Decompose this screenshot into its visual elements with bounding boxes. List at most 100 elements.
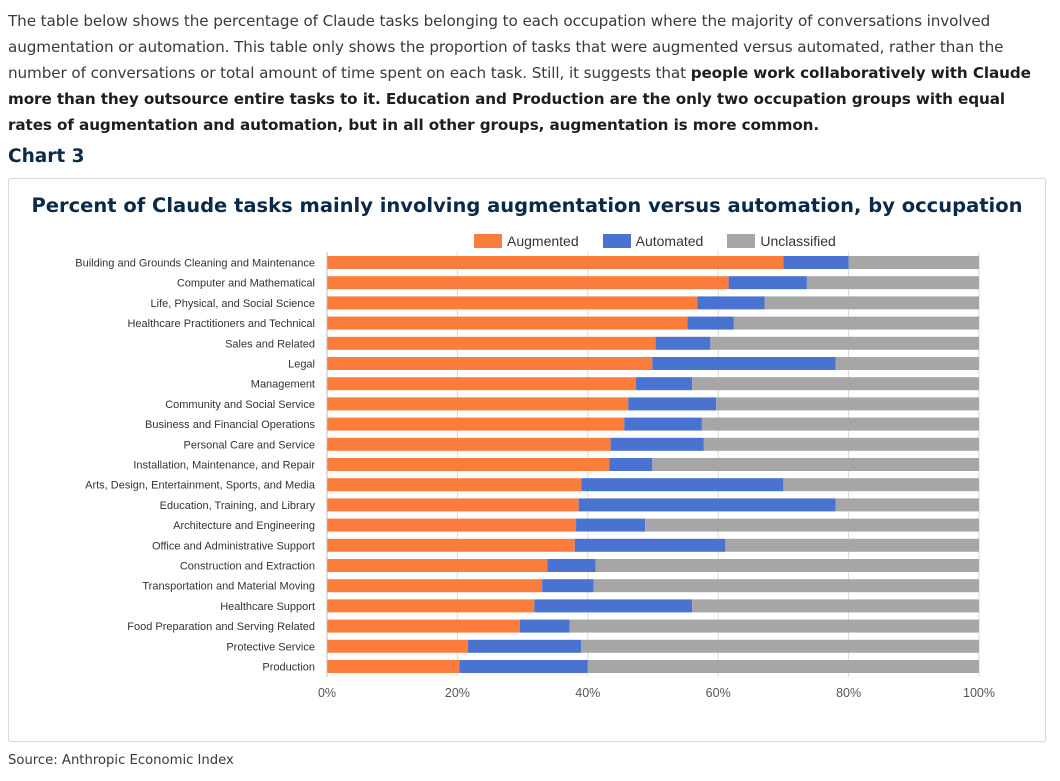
chart-legend: Augmented Automated Unclassified: [474, 233, 860, 249]
bar-unclassified: [645, 518, 979, 532]
bar-augmented: [327, 316, 688, 330]
bar-unclassified: [716, 397, 979, 411]
bar-automated: [578, 498, 836, 512]
bar-automated: [783, 256, 849, 269]
bar-augmented: [327, 559, 548, 572]
category-label: Production: [262, 662, 315, 674]
bar-automated: [652, 357, 836, 370]
bar-automated: [687, 316, 734, 330]
category-label: Protective Service: [226, 641, 315, 653]
legend-label-unclassified: Unclassified: [760, 233, 836, 249]
category-label: Installation, Maintenance, and Repair: [133, 460, 315, 472]
category-label: Education, Training, and Library: [160, 500, 316, 512]
bar-augmented: [327, 498, 579, 512]
bar-unclassified: [835, 498, 979, 512]
bar-augmented: [327, 417, 625, 431]
intro-paragraph: The table below shows the percentage of …: [8, 8, 1053, 138]
legend-label-augmented: Augmented: [507, 233, 579, 249]
bar-automated: [728, 276, 807, 290]
bar-unclassified: [733, 316, 979, 330]
bar-augmented: [327, 437, 611, 451]
bar-augmented: [327, 478, 582, 492]
bar-automated: [459, 660, 588, 673]
category-label: Management: [251, 379, 315, 391]
bar-augmented: [327, 538, 575, 552]
legend-swatch-unclassified: [727, 234, 756, 248]
category-label: Food Preparation and Serving Related: [127, 621, 315, 633]
category-label: Healthcare Practitioners and Technical: [127, 318, 315, 330]
bar-unclassified: [701, 417, 979, 431]
bar-unclassified: [764, 296, 979, 310]
category-label: Sales and Related: [225, 338, 315, 350]
bar-augmented: [327, 639, 468, 653]
bar-automated: [624, 417, 702, 431]
category-label: Life, Physical, and Social Science: [151, 298, 315, 310]
x-tick-label: 100%: [963, 686, 995, 700]
bar-unclassified: [725, 538, 979, 552]
bar-automated: [628, 397, 717, 411]
bar-automated: [547, 559, 596, 572]
bar-unclassified: [587, 660, 979, 673]
legend-item-unclassified: Unclassified: [727, 233, 836, 249]
bar-automated: [576, 518, 646, 532]
intro-text: The table below shows the percentage of …: [8, 12, 1004, 82]
bar-unclassified: [692, 599, 979, 613]
category-label: Arts, Design, Entertainment, Sports, and…: [85, 480, 316, 492]
bar-augmented: [327, 660, 460, 673]
bar-augmented: [327, 619, 520, 633]
legend-swatch-automated: [602, 234, 631, 248]
category-label: Business and Financial Operations: [145, 419, 315, 431]
bar-automated: [610, 437, 704, 451]
bar-automated: [467, 639, 582, 653]
bar-automated: [542, 579, 594, 593]
bar-augmented: [327, 458, 610, 471]
bar-automated: [609, 458, 653, 471]
bar-automated: [534, 599, 693, 613]
legend-swatch-augmented: [474, 234, 502, 248]
category-label: Office and Administrative Support: [152, 540, 315, 552]
chart-title: Percent of Claude tasks mainly involving…: [31, 194, 1023, 217]
bar-unclassified: [652, 458, 979, 471]
legend-label-automated: Automated: [635, 233, 704, 249]
bar-augmented: [327, 397, 629, 411]
x-tick-label: 80%: [836, 686, 861, 700]
intro-bold-text: people work collaboratively with Claude …: [8, 64, 1031, 134]
legend-item-automated: Automated: [602, 233, 704, 249]
bar-unclassified: [595, 559, 979, 572]
bar-unclassified: [692, 377, 979, 391]
bar-augmented: [327, 256, 784, 269]
bar-unclassified: [703, 437, 979, 451]
bar-augmented: [327, 276, 729, 290]
bar-augmented: [327, 336, 656, 350]
source-note: Source: Anthropic Economic Index: [8, 753, 234, 768]
category-label: Architecture and Engineering: [173, 520, 315, 532]
bar-augmented: [327, 599, 535, 613]
bar-unclassified: [593, 579, 979, 593]
bar-augmented: [327, 579, 543, 593]
category-label: Building and Grounds Cleaning and Mainte…: [75, 258, 315, 270]
bar-unclassified: [848, 256, 979, 269]
bar-augmented: [327, 518, 577, 532]
category-label: Computer and Mathematical: [177, 278, 315, 290]
category-label: Personal Care and Service: [184, 439, 315, 451]
bar-unclassified: [710, 336, 979, 350]
bar-automated: [574, 538, 726, 552]
legend-item-augmented: Augmented: [474, 233, 579, 249]
category-label: Construction and Extraction: [180, 561, 315, 573]
bar-unclassified: [806, 276, 979, 290]
bar-automated: [636, 377, 693, 391]
bar-unclassified: [569, 619, 979, 633]
x-tick-label: 40%: [575, 686, 600, 700]
bar-automated: [581, 478, 784, 492]
bar-unclassified: [835, 357, 979, 370]
bar-automated: [519, 619, 570, 633]
chart-heading: Chart 3: [8, 146, 85, 167]
bar-augmented: [327, 296, 698, 310]
bar-augmented: [327, 377, 637, 391]
x-tick-label: 0%: [318, 686, 336, 700]
bar-automated: [655, 336, 711, 350]
bar-augmented: [327, 357, 653, 370]
x-tick-label: 60%: [706, 686, 731, 700]
bar-automated: [697, 296, 765, 310]
